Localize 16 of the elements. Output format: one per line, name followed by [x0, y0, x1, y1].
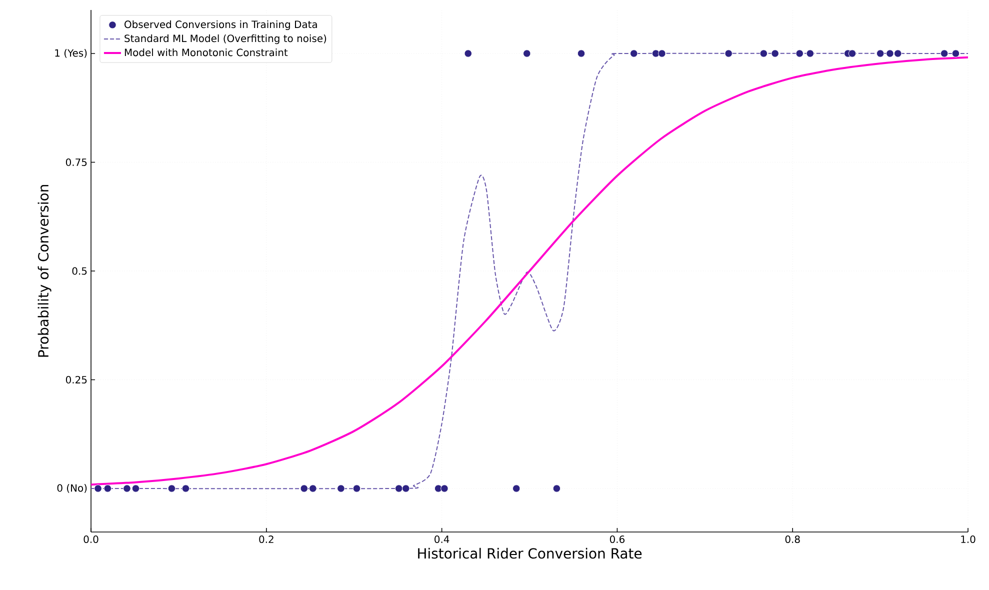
y-tick-label: 0 (No) — [57, 484, 87, 493]
x-tick-label: 0.4 — [434, 535, 450, 544]
y-tick-label: 0.5 — [72, 267, 87, 275]
x-tick-label: 1.0 — [961, 535, 976, 544]
x-tick-label: 0.2 — [259, 535, 274, 544]
legend-label: Standard ML Model (Overfitting to noise) — [124, 34, 326, 44]
x-tick-label: 0.0 — [84, 535, 98, 544]
y-tick-label: 0.75 — [66, 158, 87, 166]
x-tick-label: 0.6 — [610, 535, 625, 544]
x-axis-title: Historical Rider Conversion Rate — [418, 548, 642, 559]
legend-label: Model with Monotonic Constraint — [124, 48, 288, 56]
legend-label: Observed Conversions in Training Data — [124, 20, 317, 30]
y-axis-title: Probability of Conversion — [38, 185, 52, 357]
x-tick-label: 0.8 — [785, 535, 800, 544]
y-tick-label: 1 (Yes) — [55, 49, 87, 58]
y-tick-label: 0.25 — [66, 376, 87, 384]
